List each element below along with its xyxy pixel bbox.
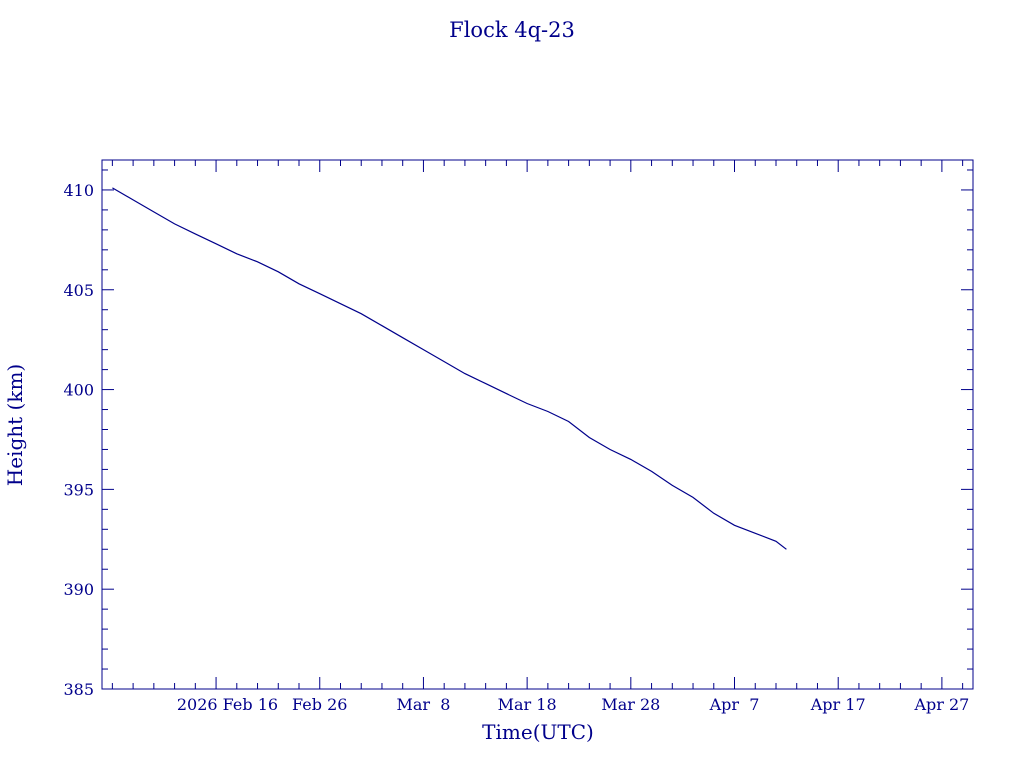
x-tick-label: Mar 28	[601, 695, 660, 714]
x-tick-label: Feb 26	[292, 695, 347, 714]
plot-frame	[101, 159, 974, 690]
x-axis: 2026 Feb 16 Feb 26 Mar 8 Mar 18 Mar 28 Apr 7 A…	[111, 160, 969, 714]
x-tick-label: Mar 8	[396, 695, 450, 714]
x-tick-label: Apr 27	[913, 695, 969, 714]
y-tick-label: 385	[63, 680, 94, 699]
chart-title: Flock 4q-23	[449, 18, 575, 42]
y-tick-label: 410	[63, 181, 94, 200]
y-axis: 385 390 395 400 405 410	[63, 169, 973, 699]
y-tick-label: 390	[63, 580, 94, 599]
x-tick-label: Mar 18	[498, 695, 557, 714]
y-axis-label: Height (km)	[3, 364, 27, 486]
height-series-line	[112, 187, 787, 550]
x-tick-label: 2026 Feb 16	[177, 695, 278, 714]
x-tick-label: Apr 7	[709, 695, 760, 714]
x-axis-label: Time(UTC)	[482, 720, 594, 744]
series-layer	[112, 187, 787, 550]
y-tick-label: 395	[63, 480, 94, 499]
x-tick-label: Apr 17	[810, 695, 866, 714]
y-tick-label: 405	[63, 281, 94, 300]
y-tick-label: 400	[63, 381, 94, 400]
